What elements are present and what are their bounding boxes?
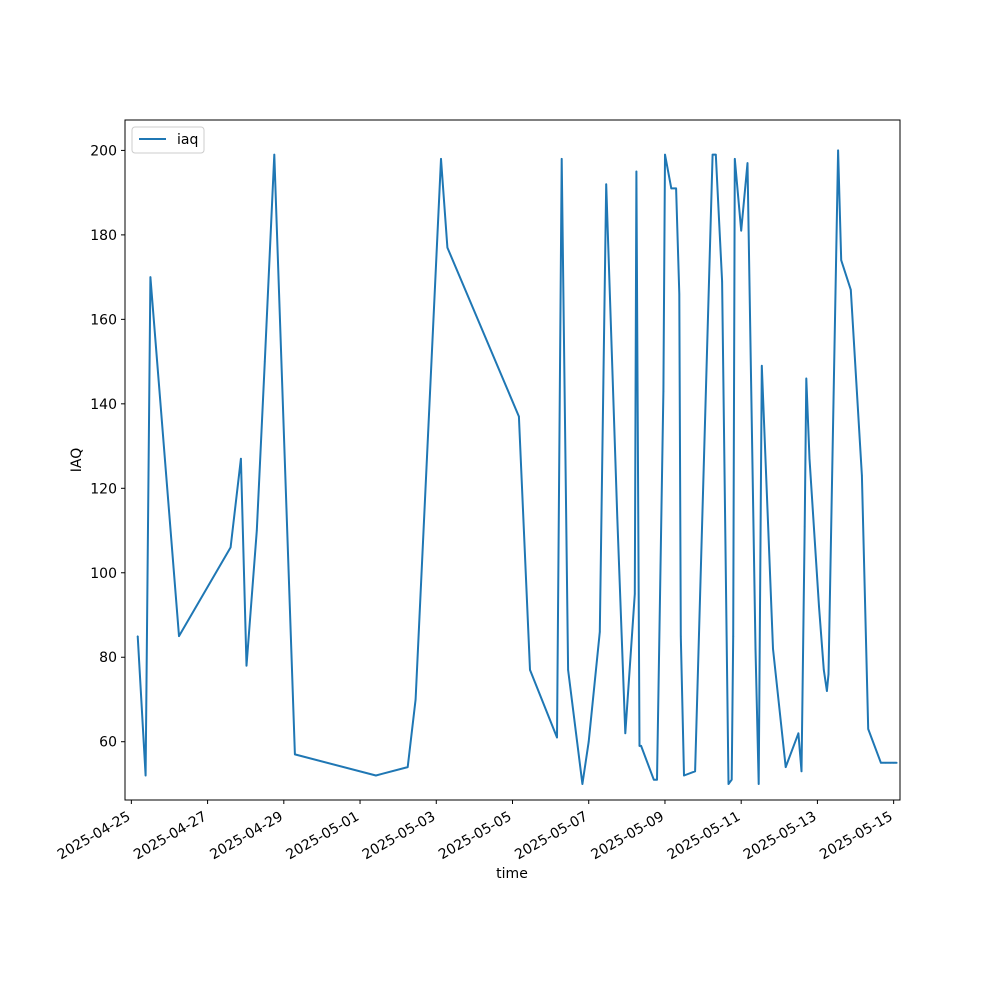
data-point — [599, 631, 601, 633]
data-point — [149, 276, 152, 278]
data-point — [797, 732, 800, 735]
data-point — [605, 183, 607, 185]
data-point — [727, 783, 730, 785]
data-point — [837, 149, 839, 152]
data-point — [740, 229, 742, 232]
data-point — [624, 732, 627, 735]
data-point — [867, 728, 870, 730]
y-tick-label: 80 — [99, 650, 117, 666]
data-point — [662, 390, 665, 392]
y-tick-label: 60 — [99, 735, 117, 751]
data-point — [680, 635, 682, 637]
data-point — [730, 778, 733, 781]
data-point — [656, 778, 658, 781]
data-point — [840, 259, 843, 262]
data-point — [678, 293, 681, 295]
data-point — [670, 187, 673, 190]
y-tick-label: 140 — [90, 397, 117, 413]
data-point — [178, 635, 180, 637]
data-point — [587, 740, 590, 743]
data-point — [822, 669, 825, 671]
data-point — [414, 698, 417, 701]
data-point — [633, 593, 636, 595]
data-point — [294, 753, 296, 756]
data-point — [446, 246, 449, 249]
data-point — [861, 474, 863, 477]
data-point — [827, 673, 830, 675]
data-point — [556, 736, 558, 739]
data-point — [529, 669, 531, 671]
x-axis-label: time — [496, 866, 528, 882]
data-point — [826, 690, 828, 692]
data-point — [245, 664, 248, 667]
data-point — [711, 153, 714, 156]
data-point — [892, 762, 895, 764]
data-point — [664, 153, 666, 156]
data-point — [675, 187, 677, 190]
series-line-iaq — [136, 149, 897, 785]
data-point — [889, 762, 892, 764]
data-point — [273, 153, 276, 156]
data-point — [616, 517, 619, 519]
data-point — [757, 783, 760, 785]
legend: iaq — [131, 126, 205, 154]
data-point — [849, 288, 852, 291]
data-point — [256, 529, 258, 532]
data-point — [567, 669, 569, 671]
data-point — [406, 766, 409, 768]
data-point — [653, 778, 655, 781]
data-point — [683, 774, 685, 777]
data-point — [805, 377, 808, 380]
data-point — [784, 766, 787, 768]
data-point — [581, 783, 584, 785]
data-point — [884, 762, 887, 764]
data-point — [635, 170, 638, 173]
y-tick-label: 120 — [90, 481, 117, 497]
data-point — [732, 635, 735, 637]
data-point — [734, 158, 736, 160]
data-point — [803, 525, 806, 528]
data-point — [375, 774, 377, 777]
data-point — [761, 365, 763, 367]
data-point — [136, 635, 139, 637]
y-tick-label: 180 — [90, 228, 117, 244]
data-point — [808, 457, 811, 460]
data-point — [714, 153, 717, 156]
data-point — [800, 770, 803, 773]
series-lines — [136, 149, 898, 785]
data-point — [560, 158, 563, 160]
y-tick-label: 200 — [90, 143, 117, 159]
y-axis-ticks: 60 80 100 120 140 160 180 200 — [90, 143, 125, 751]
data-point — [518, 415, 520, 418]
legend-label-iaq: iaq — [177, 132, 198, 148]
data-point — [144, 774, 147, 777]
data-point — [880, 762, 882, 764]
legend-box — [131, 126, 205, 154]
y-tick-label: 100 — [90, 566, 117, 582]
data-point — [721, 280, 723, 283]
data-point — [772, 647, 774, 650]
data-point — [694, 770, 696, 773]
data-point — [754, 647, 757, 650]
data-point — [640, 745, 642, 747]
y-axis-label: IAQ — [69, 448, 85, 472]
data-point — [818, 605, 820, 608]
data-point — [440, 158, 442, 160]
data-point — [638, 745, 641, 747]
data-point — [896, 762, 898, 764]
data-point — [263, 360, 266, 363]
data-point — [229, 546, 232, 549]
y-tick-label: 160 — [90, 312, 117, 328]
data-point — [240, 457, 242, 460]
data-point — [746, 162, 749, 164]
